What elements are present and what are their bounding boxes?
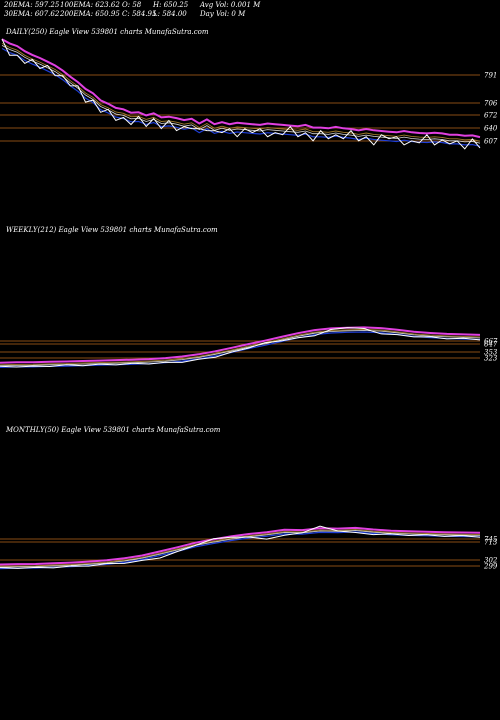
daily-level-label: 672 (484, 112, 498, 120)
header-ema20: 20EMA: 597.25 (4, 1, 60, 9)
daily-level-label: 640 (484, 125, 498, 133)
header-ema100: 100EMA: 623.62 (60, 1, 120, 9)
header-low: L: 584.00 (153, 10, 187, 18)
weekly-level-label: 353 (484, 349, 498, 357)
header-ema30: 30EMA: 607.62 (4, 10, 60, 18)
daily-price-line (1, 38, 481, 150)
monthly-panel-title: MONTHLY(50) Eagle View 539801 charts Mun… (6, 426, 221, 434)
weekly-price-line (0, 327, 481, 368)
header-day-vol: Day Vol: 0 M (200, 10, 246, 18)
weekly-ema-long-line (0, 328, 481, 366)
header-avg-vol: Avg Vol: 0.001 M (200, 1, 261, 9)
daily-level-label: 791 (484, 72, 497, 80)
monthly-ema-mid-line (0, 530, 481, 568)
weekly-ema-mid-line (0, 330, 481, 367)
weekly-level-label: 323 (484, 355, 498, 363)
monthly-level-label: 302 (484, 557, 498, 565)
daily-ema-long-line (1, 43, 481, 142)
weekly-level-label: 667 (484, 338, 498, 346)
header-ema200: 200EMA: 650.95 (60, 10, 120, 18)
weekly-panel-title: WEEKLY(212) Eagle View 539801 charts Mun… (6, 226, 218, 234)
daily-ema-200-line (1, 38, 481, 139)
monthly-level-label: 299 (483, 563, 498, 571)
header-close: C: 584.95 (122, 10, 157, 18)
monthly-level-label: 713 (484, 539, 498, 547)
monthly-level-label: 745 (484, 536, 498, 544)
daily-level-label: 706 (484, 100, 498, 108)
daily-panel-title: DAILY(250) Eagle View 539801 charts Muna… (6, 28, 209, 36)
monthly-ema-200-line (0, 526, 481, 566)
weekly-level-label: 647 (484, 341, 498, 349)
header-open: O: 58 (122, 1, 142, 9)
daily-ema-mid-line (1, 45, 481, 144)
weekly-ema-200-line (0, 326, 481, 364)
monthly-price-line (0, 525, 481, 569)
daily-level-label: 607 (484, 138, 498, 146)
header-high: H: 650.25 (153, 1, 189, 9)
